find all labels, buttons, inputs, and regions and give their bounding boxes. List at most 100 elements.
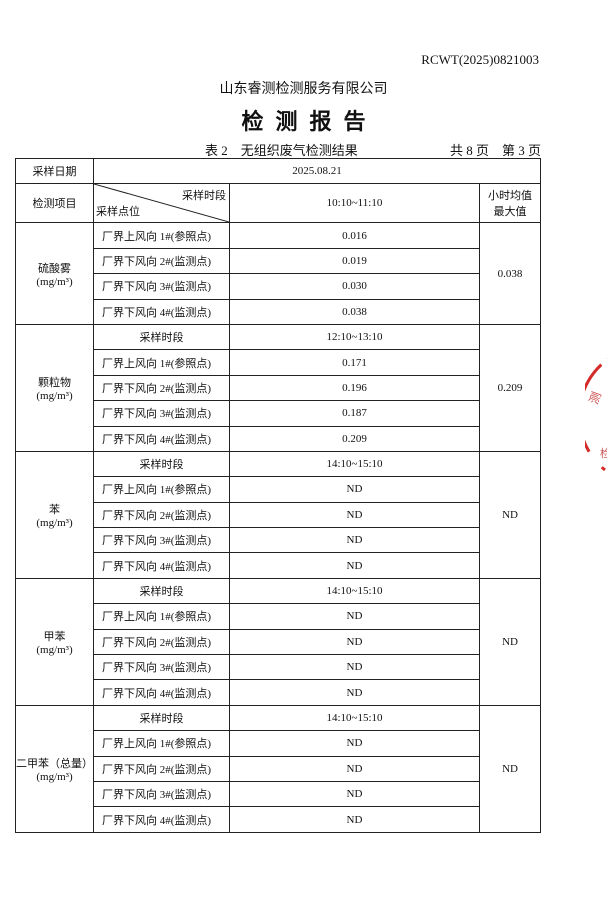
- item-unit: (mg/m³): [36, 516, 73, 529]
- item-header: 检测项目: [15, 183, 94, 224]
- period-row: 苯 (mg/m³) 采样时段 14:10~15:10 ND: [15, 450, 542, 579]
- measured-value: ND: [229, 628, 480, 656]
- measured-value: 0.019: [229, 247, 480, 275]
- table-row: 厂界下风向 4#(监测点) 0.209: [16, 425, 541, 452]
- measured-value: ND: [229, 806, 480, 833]
- diagonal-header: 采样时段 采样点位: [93, 183, 230, 224]
- sampling-point: 厂界下风向 3#(监测点): [93, 780, 230, 808]
- table-row: 厂界下风向 2#(监测点) ND: [16, 501, 541, 529]
- table-row: 厂界下风向 4#(监测点) ND: [16, 806, 541, 833]
- results-table: 采样日期 2025.08.21 检测项目 采样时段 采样点位 10:10~11:…: [15, 157, 542, 833]
- table-row: 厂界下风向 2#(监测点) ND: [16, 628, 541, 656]
- item-name: 苯: [49, 503, 60, 516]
- item-unit: (mg/m³): [36, 389, 73, 402]
- header-row: 检测项目 采样时段 采样点位 10:10~11:10 小时均值 最大值: [15, 183, 542, 224]
- max-value: ND: [478, 704, 542, 833]
- measured-value: 0.038: [229, 298, 480, 325]
- table-caption: 表 2 无组织废气检测结果: [205, 143, 358, 158]
- period-row: 甲苯 (mg/m³) 采样时段 14:10~15:10 ND: [15, 577, 542, 706]
- measured-value: ND: [229, 755, 480, 782]
- measured-value: 0.030: [229, 273, 480, 300]
- item-name: 甲苯: [43, 630, 66, 643]
- table-row: 厂界上风向 1#(参照点) 0.171: [16, 349, 541, 376]
- measured-value: 0.187: [229, 400, 480, 427]
- sampling-point: 厂界下风向 4#(监测点): [93, 806, 230, 833]
- table-row: 厂界下风向 4#(监测点) ND: [16, 552, 541, 579]
- svg-text:测: 测: [587, 390, 604, 406]
- item-name: 颗粒物: [38, 376, 71, 389]
- date-label: 采样日期: [15, 157, 94, 185]
- max-value: ND: [478, 577, 542, 706]
- sampling-point: 厂界下风向 2#(监测点): [93, 755, 230, 782]
- report-title: 检测报告: [241, 109, 378, 134]
- measured-value: ND: [229, 603, 480, 630]
- sampling-point: 厂界下风向 2#(监测点): [93, 501, 230, 529]
- seal-stamp: 测 检: [585, 357, 607, 472]
- period-label: 采样时段: [93, 704, 230, 732]
- sampling-point: 厂界下风向 2#(监测点): [93, 247, 230, 275]
- item-name-cell: 硫酸雾 (mg/m³): [15, 222, 94, 325]
- measured-value: ND: [229, 780, 480, 808]
- sampling-point: 厂界下风向 4#(监测点): [93, 298, 230, 325]
- max-header-line1: 小时均值: [488, 190, 532, 203]
- period-value: 14:10~15:10: [229, 704, 480, 732]
- max-value: ND: [478, 450, 542, 579]
- period-value: 14:10~15:10: [229, 450, 480, 478]
- date-value: 2025.08.21: [92, 157, 542, 185]
- item-name: 硫酸雾: [38, 262, 71, 275]
- period-value: 14:10~15:10: [229, 577, 480, 605]
- measured-value: ND: [229, 679, 480, 706]
- sampling-point: 厂界下风向 3#(监测点): [93, 527, 230, 554]
- item-unit: (mg/m³): [36, 643, 73, 656]
- period-header: 采样时段: [182, 190, 226, 203]
- measured-value: ND: [229, 476, 480, 503]
- sampling-point: 厂界上风向 1#(参照点): [93, 222, 230, 249]
- measured-value: ND: [229, 501, 480, 529]
- sampling-point: 厂界下风向 4#(监测点): [93, 552, 230, 579]
- table-row: 厂界下风向 3#(监测点) 0.030: [16, 273, 541, 300]
- sampling-point: 厂界下风向 3#(监测点): [93, 400, 230, 427]
- date-row: 采样日期 2025.08.21: [15, 157, 542, 185]
- table-row: 厂界下风向 2#(监测点) 0.196: [16, 374, 541, 402]
- table-row: 硫酸雾 (mg/m³) 厂界上风向 1#(参照点) 0.016 0.038: [15, 222, 542, 325]
- company-name: 山东睿测检测服务有限公司: [219, 82, 388, 97]
- measured-value: ND: [229, 654, 480, 681]
- sampling-point: 厂界下风向 2#(监测点): [93, 374, 230, 402]
- item-unit: (mg/m³): [36, 275, 73, 288]
- max-value: 0.209: [478, 323, 542, 452]
- table-row: 厂界下风向 3#(监测点) 0.187: [16, 400, 541, 427]
- table-row: 厂界下风向 4#(监测点) ND: [16, 679, 541, 706]
- point-header: 采样点位: [96, 206, 140, 219]
- table-row: 厂界下风向 4#(监测点) 0.038: [16, 298, 541, 325]
- table-row: 厂界上风向 1#(参照点) ND: [16, 730, 541, 757]
- page-info: 共 8 页 第 3 页: [449, 143, 541, 158]
- table-row: 厂界下风向 2#(监测点) 0.019: [16, 247, 541, 275]
- sampling-point: 厂界下风向 3#(监测点): [93, 273, 230, 300]
- sampling-point: 厂界上风向 1#(参照点): [93, 349, 230, 376]
- measured-value: 0.016: [229, 222, 480, 249]
- sampling-point: 厂界上风向 1#(参照点): [93, 730, 230, 757]
- sampling-point: 厂界下风向 2#(监测点): [93, 628, 230, 656]
- svg-text:检: 检: [600, 446, 607, 460]
- table-row: 厂界下风向 2#(监测点) ND: [16, 755, 541, 782]
- item-name: 二甲苯（总量）: [16, 757, 93, 770]
- period-row: 颗粒物 (mg/m³) 采样时段 12:10~13:10 0.209: [15, 323, 542, 452]
- sampling-point: 厂界下风向 4#(监测点): [93, 679, 230, 706]
- table-row: 厂界上风向 1#(参照点) ND: [16, 603, 541, 630]
- item-name-cell: 二甲苯（总量） (mg/m³): [15, 704, 94, 833]
- measured-value: ND: [229, 527, 480, 554]
- measured-value: 0.196: [229, 374, 480, 402]
- sampling-point: 厂界下风向 3#(监测点): [93, 654, 230, 681]
- period-value: 12:10~13:10: [229, 323, 480, 351]
- measured-value: ND: [229, 552, 480, 579]
- period-label: 采样时段: [93, 577, 230, 605]
- measured-value: 0.209: [229, 425, 480, 452]
- measured-value: 0.171: [229, 349, 480, 376]
- report-number: RCWT(2025)0821003: [421, 52, 539, 67]
- item-unit: (mg/m³): [36, 770, 73, 783]
- sampling-point: 厂界上风向 1#(参照点): [93, 603, 230, 630]
- sampling-point: 厂界下风向 4#(监测点): [93, 425, 230, 452]
- item-name-cell: 颗粒物 (mg/m³): [15, 323, 94, 452]
- table-row: 厂界下风向 3#(监测点) ND: [16, 654, 541, 681]
- item-name-cell: 苯 (mg/m³): [15, 450, 94, 579]
